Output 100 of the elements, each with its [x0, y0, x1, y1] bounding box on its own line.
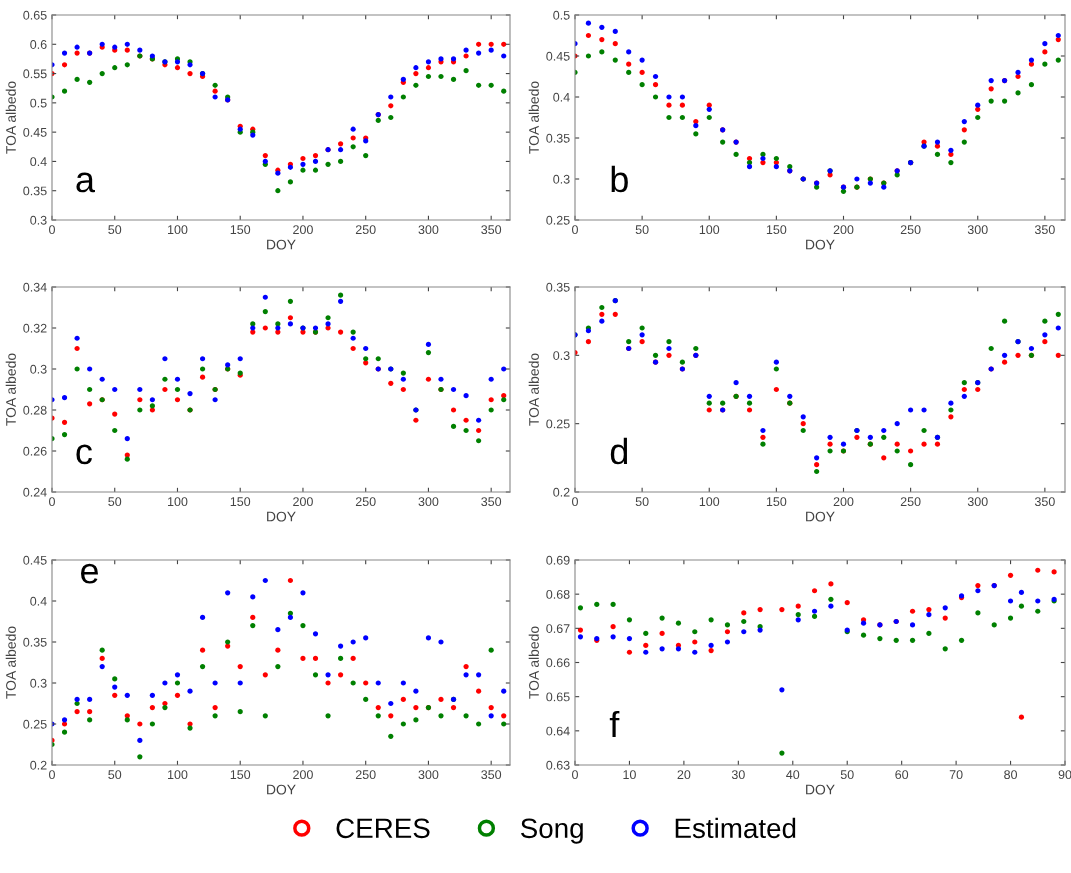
y-tick-label: 0.35 [23, 637, 47, 647]
x-tick-label: 50 [108, 225, 122, 235]
legend-label: Estimated [675, 817, 796, 839]
y-tick-label: 0.4 [30, 157, 47, 167]
x-tick-label: 50 [635, 225, 649, 235]
x-tick-label: 30 [731, 770, 745, 780]
y-axis-title: TOA albedo [528, 353, 539, 426]
x-tick-label: 300 [418, 497, 439, 507]
x-tick-label: 350 [1034, 225, 1055, 235]
x-tick-label: 200 [833, 497, 854, 507]
y-tick-label: 0.3 [30, 215, 47, 225]
x-tick-label: 100 [699, 225, 720, 235]
y-tick-label: 0.4 [30, 596, 47, 606]
x-tick-label: 20 [677, 770, 691, 780]
x-tick-label: 50 [840, 770, 854, 780]
x-tick-label: 150 [230, 225, 251, 235]
y-axis-title: TOA albedo [5, 626, 16, 699]
y-tick-label: 0.5 [553, 10, 570, 20]
x-axis-title: DOY [267, 511, 296, 522]
annotation: f [609, 710, 620, 738]
y-tick-label: 0.65 [546, 692, 570, 702]
x-axis-title: DOY [267, 239, 296, 250]
x-tick-label: 100 [168, 497, 188, 507]
y-tick-label: 0.25 [546, 419, 570, 429]
y-tick-label: 0.45 [23, 555, 47, 565]
y-tick-label: 0.35 [546, 133, 570, 143]
y-tick-label: 0.3 [30, 678, 47, 688]
x-tick-label: 0 [49, 770, 55, 780]
x-tick-label: 100 [168, 770, 188, 780]
y-tick-label: 0.45 [23, 127, 47, 137]
y-tick-label: 0.3 [553, 174, 570, 184]
y-tick-label: 0.24 [23, 487, 47, 497]
annotation: e [81, 563, 98, 584]
y-axis-title: TOA albedo [528, 81, 539, 154]
x-tick-label: 300 [418, 770, 439, 780]
y-axis-title: TOA albedo [5, 353, 16, 426]
y-tick-label: 0.67 [546, 624, 570, 633]
y-tick-label: 0.25 [546, 215, 570, 225]
y-tick-label: 0.63 [546, 760, 570, 770]
y-tick-label: 0.5 [30, 98, 47, 108]
x-tick-label: 90 [1058, 770, 1071, 780]
x-tick-label: 350 [481, 770, 502, 780]
x-tick-label: 100 [168, 225, 188, 235]
y-axis-title: TOA albedo [5, 81, 16, 154]
x-tick-label: 100 [699, 497, 720, 507]
y-tick-label: 0.25 [23, 719, 47, 729]
y-tick-label: 0.45 [546, 51, 570, 61]
x-tick-label: 200 [833, 225, 854, 235]
x-tick-label: 150 [230, 497, 251, 507]
legend-label: CERES [336, 818, 430, 839]
x-tick-label: 300 [967, 497, 988, 507]
y-tick-label: 0.3 [30, 364, 47, 374]
x-tick-label: 200 [293, 225, 313, 235]
x-tick-label: 350 [481, 225, 502, 235]
x-tick-label: 0 [572, 497, 578, 507]
x-tick-label: 50 [108, 497, 122, 507]
y-tick-label: 0.6 [30, 40, 47, 49]
legend-label: Song [520, 818, 583, 844]
x-tick-label: 70 [949, 770, 963, 780]
y-tick-label: 0.35 [23, 186, 47, 196]
x-tick-label: 150 [230, 770, 251, 780]
annotation: b [611, 165, 628, 193]
y-tick-label: 0.26 [23, 446, 47, 456]
y-tick-label: 0.34 [23, 282, 47, 292]
x-tick-label: 0 [49, 497, 55, 507]
x-tick-label: 250 [900, 497, 921, 507]
x-axis-title: DOY [267, 784, 296, 795]
y-tick-label: 0.2 [30, 760, 47, 770]
annotation: a [76, 172, 95, 193]
x-axis-title: DOY [806, 239, 835, 250]
x-tick-label: 250 [900, 225, 921, 235]
x-tick-label: 0 [572, 770, 578, 780]
x-tick-label: 300 [967, 225, 988, 235]
x-tick-label: 250 [355, 770, 376, 780]
y-tick-label: 0.66 [546, 658, 570, 668]
x-tick-label: 200 [293, 497, 313, 507]
y-tick-label: 0.35 [546, 282, 570, 292]
y-tick-label: 0.32 [23, 323, 47, 333]
y-tick-label: 0.2 [553, 487, 570, 497]
x-tick-label: 50 [635, 497, 649, 507]
y-tick-label: 0.65 [23, 10, 47, 20]
x-tick-label: 0 [572, 225, 578, 235]
y-tick-label: 0.4 [553, 92, 570, 102]
y-tick-label: 0.68 [546, 589, 570, 599]
x-tick-label: 50 [108, 770, 122, 780]
x-tick-label: 150 [766, 497, 787, 507]
x-tick-label: 80 [1004, 770, 1018, 780]
annotation: d [610, 437, 628, 465]
x-tick-label: 250 [355, 497, 376, 507]
y-tick-label: 0.3 [553, 351, 570, 360]
x-tick-label: 40 [786, 770, 800, 780]
x-tick-label: 0 [49, 225, 55, 235]
x-tick-label: 350 [1034, 497, 1055, 507]
y-tick-label: 0.28 [23, 405, 47, 415]
y-axis-title: TOA albedo [528, 626, 539, 699]
x-tick-label: 60 [895, 770, 909, 780]
x-tick-label: 150 [766, 225, 787, 235]
x-axis-title: DOY [806, 784, 835, 795]
x-tick-label: 250 [355, 225, 376, 235]
x-tick-label: 10 [623, 770, 636, 780]
